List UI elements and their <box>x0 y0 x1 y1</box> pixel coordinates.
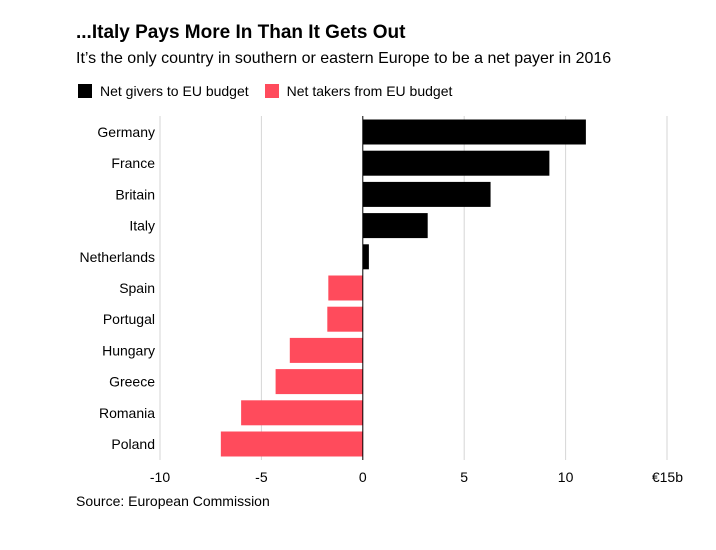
category-label-netherlands: Netherlands <box>80 249 156 265</box>
source-note: Source: European Commission <box>76 493 270 509</box>
bar-spain <box>328 275 363 301</box>
tick-label-10: -10 <box>150 469 170 485</box>
category-label-romania: Romania <box>99 405 155 421</box>
bar-italy <box>362 213 428 239</box>
chart-subtitle: It’s the only country in southern or eas… <box>76 50 612 67</box>
bar-germany <box>362 119 586 145</box>
bar-britain <box>362 181 491 207</box>
legend-label-givers: Net givers to EU budget <box>100 83 249 99</box>
bar-poland <box>220 431 363 457</box>
tick-label-10: 10 <box>558 469 574 485</box>
legend-item-takers: Net takers from EU budget <box>264 83 453 99</box>
category-label-spain: Spain <box>119 280 155 296</box>
tick-label-0: 0 <box>359 469 367 485</box>
category-label-poland: Poland <box>111 436 155 452</box>
bar-france <box>362 150 550 176</box>
legend: Net givers to EU budget Net takers from … <box>78 82 468 100</box>
category-label-france: France <box>111 155 155 171</box>
category-label-hungary: Hungary <box>102 342 155 358</box>
tick-label-5: -5 <box>255 469 268 485</box>
category-label-italy: Italy <box>129 218 155 234</box>
legend-item-givers: Net givers to EU budget <box>78 83 249 99</box>
legend-swatch-givers <box>78 84 92 98</box>
tick-label-15b: €15b <box>652 469 683 485</box>
bar-romania <box>241 400 363 426</box>
bar-hungary <box>289 337 363 363</box>
tick-label-5: 5 <box>460 469 468 485</box>
category-label-germany: Germany <box>97 124 155 140</box>
legend-label-takers: Net takers from EU budget <box>286 83 453 99</box>
bar-portugal <box>327 306 363 332</box>
category-label-portugal: Portugal <box>103 311 155 327</box>
bar-greece <box>275 369 363 395</box>
bar-netherlands <box>362 244 369 270</box>
category-label-britain: Britain <box>115 186 155 202</box>
legend-swatch-takers <box>264 84 279 98</box>
category-label-greece: Greece <box>109 374 155 390</box>
chart-title: ...Italy Pays More In Than It Gets Out <box>76 22 406 43</box>
